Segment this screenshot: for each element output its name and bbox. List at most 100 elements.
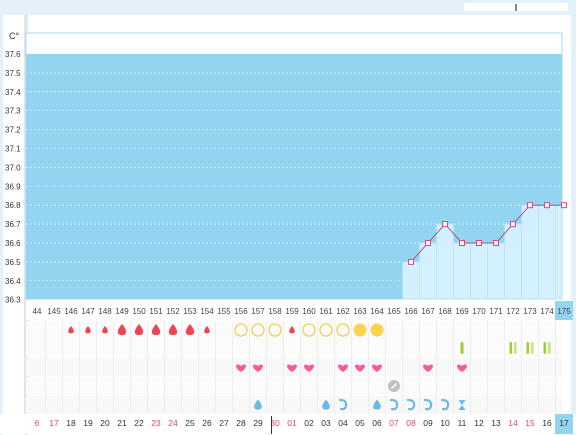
blood-drop-icon (117, 324, 127, 336)
cycle-day-label: 158 (268, 307, 282, 316)
date-label: 04 (338, 418, 348, 428)
cycle-day-label: 157 (251, 307, 265, 316)
cycle-day-label: 156 (234, 307, 248, 316)
mucus-filled-circle-icon (353, 323, 367, 337)
temperature-point (510, 221, 516, 228)
y-tick-label: 36.8 (5, 201, 21, 210)
temperature-point (544, 202, 550, 209)
y-tick-label: 37.5 (5, 69, 21, 78)
test-strip-icon (548, 342, 551, 354)
temperature-point (425, 240, 431, 246)
blood-drop-icon (68, 326, 74, 334)
cycle-day-label: 152 (166, 307, 180, 316)
blood-drop-icon (151, 324, 161, 336)
mucus-circle-icon (251, 323, 265, 337)
y-tick-label: 37.3 (5, 107, 21, 116)
date-label: 19 (83, 418, 93, 428)
day-row-bg (26, 300, 562, 320)
date-label: 23 (151, 418, 161, 428)
intercourse-heart-icon (457, 364, 467, 372)
cycle-day-label: 146 (64, 307, 78, 316)
date-label: 02 (304, 418, 314, 428)
y-tick-label: 37.1 (5, 145, 21, 154)
swirl-icon (389, 398, 399, 411)
cycle-day-label: 145 (47, 307, 61, 316)
intercourse-heart-icon (287, 364, 297, 372)
temperature-point (442, 221, 448, 228)
date-label: 08 (406, 418, 416, 428)
swirl-icon (406, 398, 416, 411)
date-label: 29 (253, 418, 263, 428)
blood-drop-icon (168, 324, 178, 336)
date-label: 6 (35, 418, 40, 428)
date-label: 16 (542, 418, 552, 428)
y-tick-label: 36.6 (5, 239, 21, 248)
temperature-point (493, 240, 499, 246)
temperature-area-bar (436, 223, 454, 300)
date-label: 05 (355, 418, 365, 428)
temperature-point (459, 240, 465, 246)
intercourse-heart-icon (304, 364, 314, 372)
y-tick-label: 36.7 (5, 220, 21, 229)
cycle-day-label: 163 (353, 307, 367, 316)
cycle-day-label: 154 (200, 307, 214, 316)
cycle-day-label: 161 (319, 307, 333, 316)
temperature-area-bar (470, 242, 488, 300)
mucus-filled-circle-icon (370, 323, 384, 337)
temperature-point (561, 202, 567, 209)
temperature-area-bar (487, 242, 505, 300)
date-label: 15 (525, 418, 535, 428)
y-axis: C° 37.6 37.5 37.4 37.3 37.2 37.1 37.0 36.9 36.8 3… (5, 31, 21, 305)
temperature-point (476, 240, 482, 246)
test-strip-icon (531, 342, 534, 354)
date-label: 11 (458, 418, 467, 428)
test-strip-icon (460, 342, 464, 354)
temperature-area-bar (453, 242, 471, 300)
cycle-day-label: 169 (455, 307, 469, 316)
date-label: 12 (474, 418, 484, 428)
hourglass-icon (458, 400, 466, 410)
y-tick-label: 37.4 (5, 88, 21, 97)
temperature-point (408, 258, 414, 265)
y-tick-label: 37.6 (5, 50, 21, 59)
temperature-area-bar (538, 204, 556, 300)
date-label: 06 (372, 418, 382, 428)
date-label: 09 (423, 418, 433, 428)
date-label: 28 (236, 418, 246, 428)
mucus-circle-icon (234, 323, 248, 337)
y-tick-label: 36.5 (5, 258, 21, 267)
test-strip-icon (543, 342, 547, 354)
intercourse-heart-icon (355, 364, 365, 372)
today-date-highlight (555, 414, 573, 434)
test-strip-icon (526, 342, 530, 354)
date-label: 25 (185, 418, 195, 428)
cycle-day-label: 159 (285, 307, 299, 316)
water-drop-icon (322, 399, 330, 410)
date-label: 03 (321, 418, 331, 428)
cycle-day-label: 165 (387, 307, 401, 316)
blood-drop-icon (85, 326, 91, 334)
intercourse-heart-icon (372, 364, 382, 372)
symbol-row-bg (26, 377, 562, 395)
cycle-day-row: 44 145 146 147 148 149 150 151 152 153 154 155 156 15… (26, 300, 573, 320)
cycle-day-label: 160 (302, 307, 316, 316)
blood-drop-icon (289, 326, 295, 334)
cycle-day-label: 168 (438, 307, 452, 316)
swirl-icon (338, 398, 348, 411)
top-bar (0, 0, 576, 14)
date-label: 24 (168, 418, 178, 428)
date-label: 30 (270, 418, 280, 428)
cycle-day-label: 148 (98, 307, 112, 316)
date-label: 13 (491, 418, 501, 428)
intercourse-heart-icon (253, 364, 263, 372)
cycle-day-label: 174 (540, 307, 554, 316)
cycle-day-label: 166 (404, 307, 418, 316)
temperature-area-bar (419, 242, 437, 300)
y-unit-label: C° (9, 31, 19, 41)
date-label: 10 (440, 418, 450, 428)
water-drop-icon (373, 399, 381, 410)
date-label: 26 (202, 418, 212, 428)
y-tick-label: 36.3 (5, 296, 21, 305)
mucus-circle-icon (319, 323, 333, 337)
